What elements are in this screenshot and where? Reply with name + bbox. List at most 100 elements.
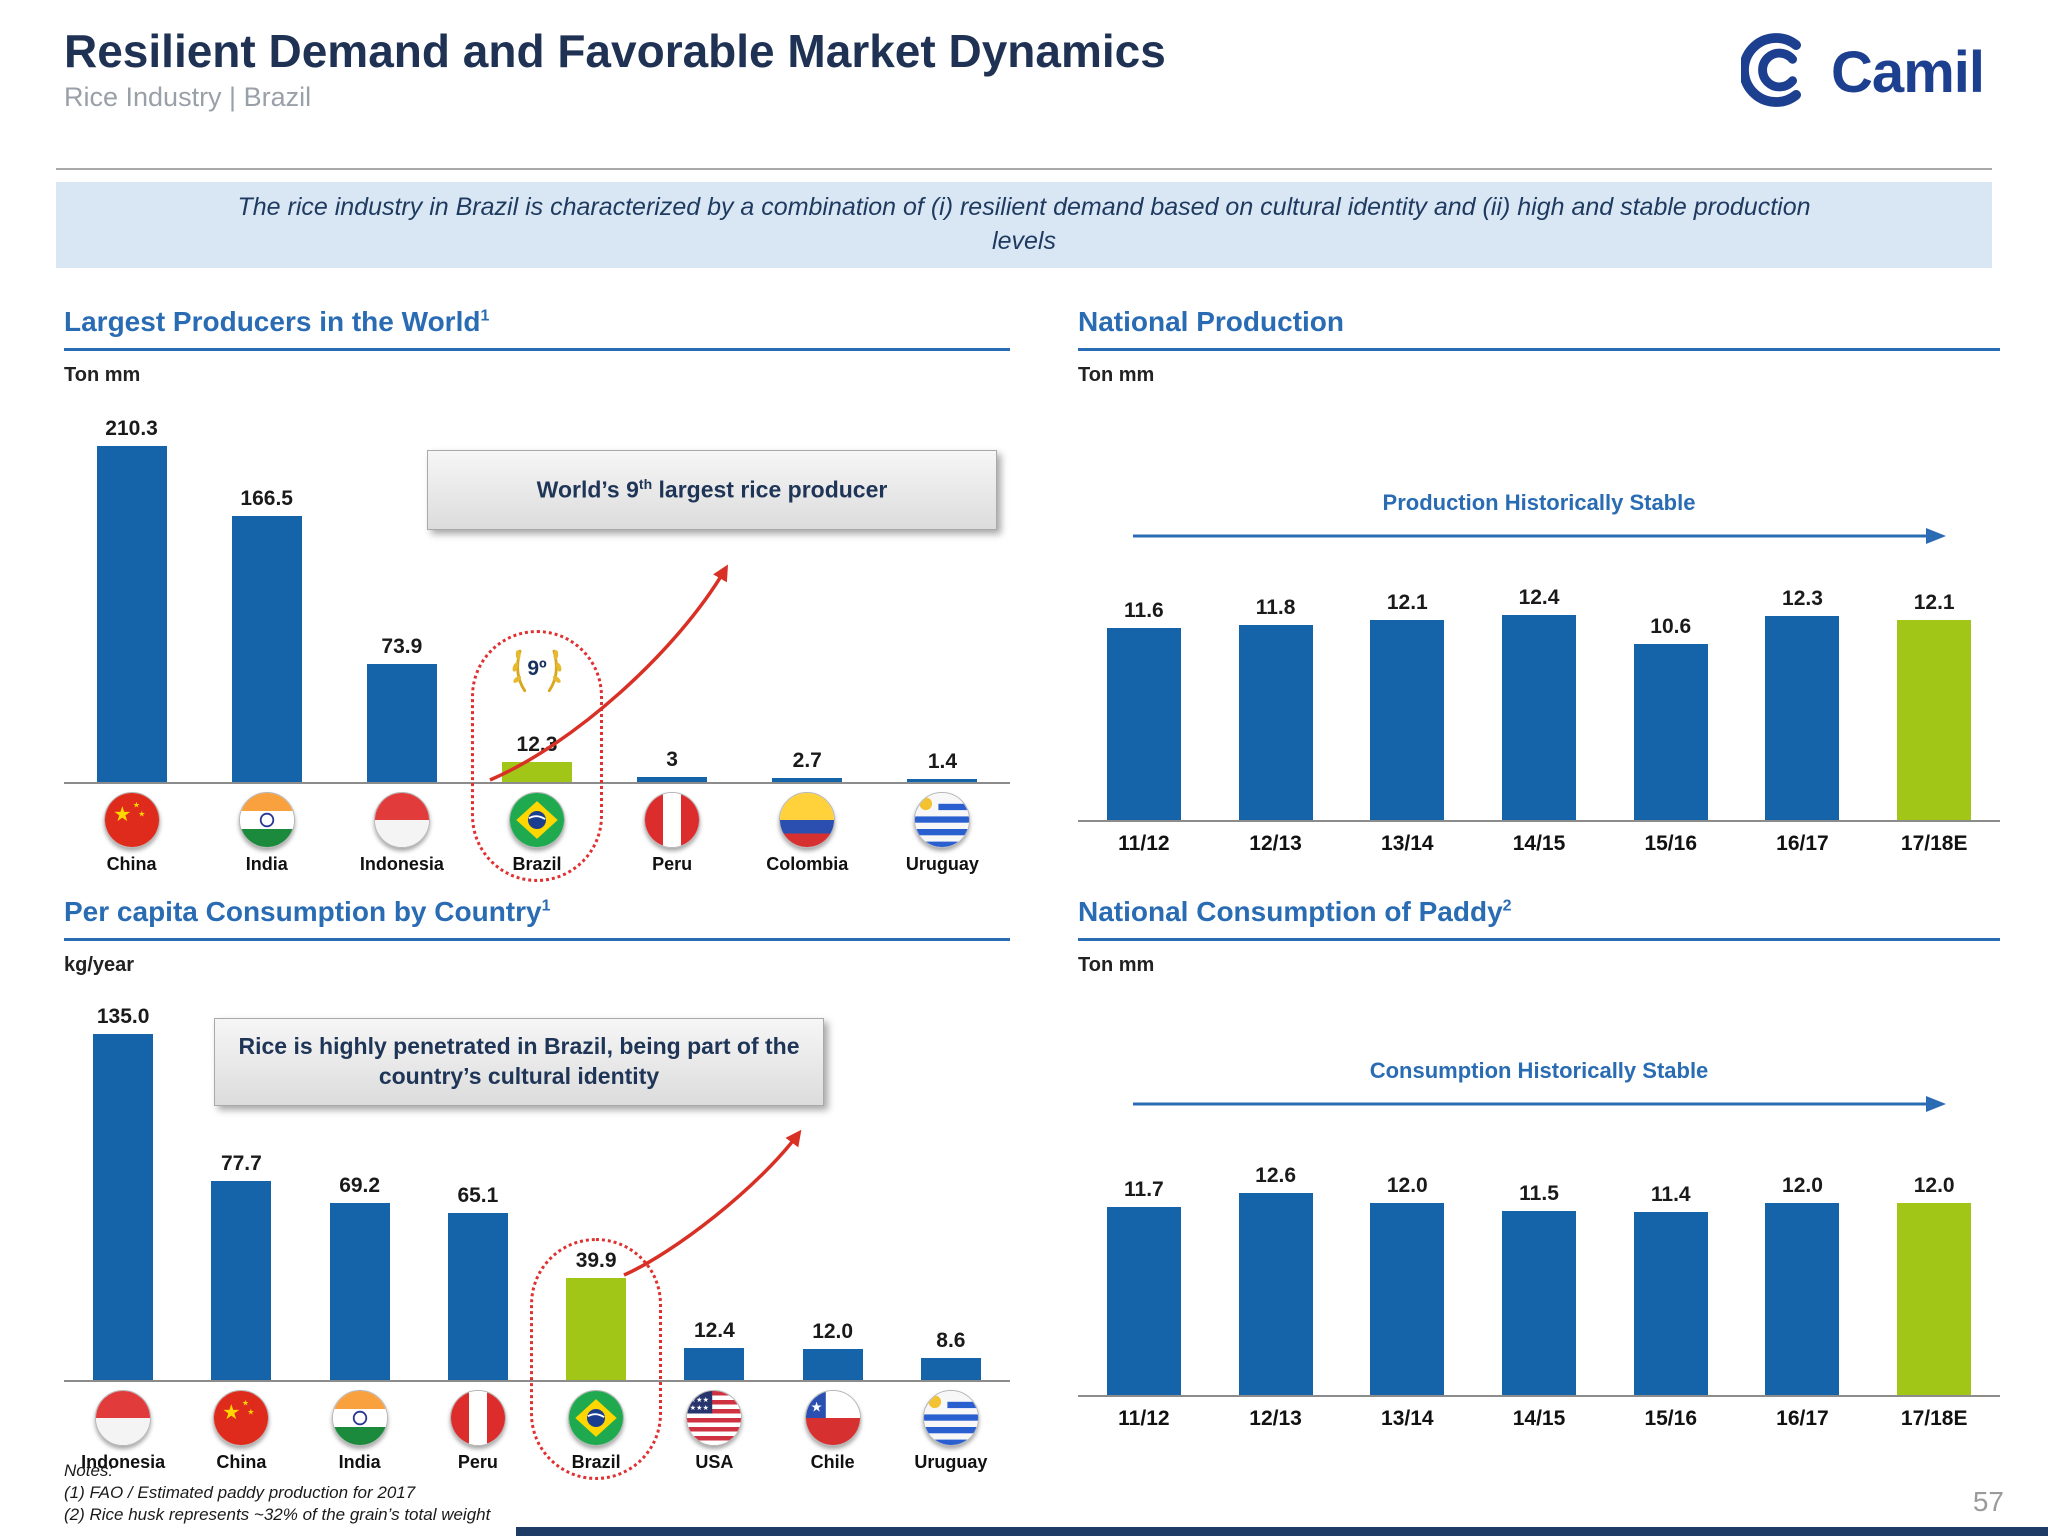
section-heading-paddy-consumption: National Consumption of Paddy2 <box>1078 896 2000 941</box>
bar-value-label: 12.0 <box>1782 1174 1823 1197</box>
section-heading-largest-producers: Largest Producers in the World1 <box>64 306 1010 351</box>
category-label: China <box>216 1452 267 1472</box>
category-label: India <box>245 854 288 874</box>
callout-text: Rice is highly penetrated in Brazil, bei… <box>238 1033 800 1089</box>
bar-16-17: 12.0 <box>1737 1174 1869 1395</box>
bar-rect-11-12 <box>1106 628 1181 820</box>
bar-value-label: 11.5 <box>1519 1182 1559 1205</box>
annotation-arrow-icon <box>623 1129 802 1277</box>
category-16-17: 16/17 <box>1737 822 1869 856</box>
category-indonesia: Indonesia <box>334 784 469 875</box>
bar-rect-peru <box>447 1213 508 1380</box>
bar-value-label: 10.6 <box>1650 615 1692 638</box>
bar-17-18e: 12.0 <box>1868 1174 2000 1395</box>
bars-area: 210.3 166.5 73.9 12.3 3 2.7 1.4 <box>64 392 1010 782</box>
bar-value-label: 166.5 <box>240 487 293 510</box>
bar-15-16: 11.4 <box>1605 1183 1737 1395</box>
bar-value-label: 8.6 <box>936 1329 966 1352</box>
laurel-wreath-icon: 9º <box>504 636 570 702</box>
bar-rect-15-16 <box>1633 1212 1708 1395</box>
heading-footnote-ref: 2 <box>1502 897 1512 915</box>
panel-per-capita-consumption: Per capita Consumption by Country1 kg/ye… <box>64 890 1010 1480</box>
bar-value-label: 3 <box>666 748 678 771</box>
bar-value-label: 69.2 <box>339 1174 381 1197</box>
category-indonesia: Indonesia <box>64 1382 182 1473</box>
category-label: USA <box>695 1452 734 1472</box>
category-india: India <box>199 784 334 875</box>
category-axis: 11/12 12/13 13/14 14/15 15/16 16/17 17/18E <box>1078 1397 2000 1431</box>
ninth-place-badge: 9º <box>527 657 547 680</box>
bar-value-label: 2.7 <box>792 749 822 772</box>
x-axis-line <box>1078 1395 2000 1397</box>
axis-unit-label: Ton mm <box>1078 364 1155 386</box>
flag-uruguay-icon <box>922 1390 979 1446</box>
bar-usa: 12.4 <box>655 1319 773 1380</box>
category-axis: 11/12 12/13 13/14 14/15 15/16 16/17 17/18E <box>1078 822 2000 856</box>
category-12-13: 12/13 <box>1210 822 1342 856</box>
bar-colombia: 2.7 <box>740 749 875 782</box>
category-label: 17/18E <box>1900 1407 1968 1430</box>
bar-rect-13-14 <box>1370 1203 1445 1395</box>
section-heading-national-production: National Production <box>1078 306 2000 351</box>
bar-12-13: 11.8 <box>1210 596 1342 820</box>
bar-value-label: 11.6 <box>1124 599 1164 622</box>
footnote-2: (2) Rice husk represents ~32% of the gra… <box>64 1505 491 1525</box>
bar-14-15: 11.5 <box>1473 1182 1605 1395</box>
annotation-arrow-icon <box>489 564 729 782</box>
category-label: Colombia <box>766 854 849 874</box>
flag-usa-icon: ★★★ ★★★ <box>686 1390 743 1446</box>
key-message-text: The rice industry in Brazil is character… <box>237 193 1811 255</box>
bar-rect-china <box>96 446 167 782</box>
bar-rect-16-17 <box>1765 616 1840 820</box>
bar-rect-indonesia <box>366 664 437 782</box>
category-label: 16/17 <box>1776 1407 1829 1430</box>
svg-text:★: ★ <box>248 1407 255 1416</box>
svg-text:★: ★ <box>242 1398 249 1407</box>
bar-value-label: 12.3 <box>1782 587 1823 610</box>
bar-rect-12-13 <box>1238 1193 1313 1395</box>
category-label: 14/15 <box>1512 1407 1566 1430</box>
category-label: Indonesia <box>81 1452 166 1472</box>
bar-rect-china <box>211 1181 272 1380</box>
flag-india-icon <box>331 1390 388 1446</box>
category-peru: Peru <box>605 784 740 875</box>
bar-value-label: 12.0 <box>1386 1174 1428 1197</box>
category-label: 13/14 <box>1381 832 1434 855</box>
bar-rect-14-15 <box>1502 1211 1577 1395</box>
bar-rect-india <box>329 1203 390 1380</box>
panel-national-production: National Production Ton mm Production Hi… <box>1078 300 2000 890</box>
svg-text:★★★: ★★★ <box>690 1395 709 1404</box>
category-label: 15/16 <box>1644 1407 1698 1430</box>
category-label: Peru <box>457 1452 498 1472</box>
bar-13-14: 12.0 <box>1341 1174 1473 1395</box>
category-14-15: 14/15 <box>1473 1397 1605 1431</box>
brazil-highlight-outline <box>471 630 603 882</box>
footnote-1: (1) FAO / Estimated paddy production for… <box>64 1483 416 1503</box>
svg-text:★: ★ <box>138 809 145 818</box>
heading-footnote-ref: 1 <box>541 897 551 915</box>
category-peru: Peru <box>419 1382 537 1473</box>
bar-value-label: 1.4 <box>927 750 958 773</box>
category-13-14: 13/14 <box>1341 822 1473 856</box>
bar-value-label: 210.3 <box>105 417 158 440</box>
trend-label-consumption: Consumption Historically Stable <box>1369 1058 1709 1083</box>
category-label: Peru <box>652 854 693 874</box>
category-11-12: 11/12 <box>1078 1397 1210 1431</box>
bar-16-17: 12.3 <box>1737 587 1869 820</box>
category-16-17: 16/17 <box>1737 1397 1869 1431</box>
flag-indonesia-icon <box>373 792 430 848</box>
category-label: 15/16 <box>1644 832 1698 855</box>
heading-text: National Production <box>1078 306 1344 337</box>
heading-text: Per capita Consumption by Country <box>64 896 542 927</box>
bar-value-label: 12.0 <box>812 1320 854 1343</box>
svg-text:★: ★ <box>222 1401 241 1424</box>
bar-13-14: 12.1 <box>1341 591 1473 820</box>
bar-rect-14-15 <box>1502 615 1577 820</box>
category-label: 11/12 <box>1118 832 1170 855</box>
flag-indonesia-icon <box>95 1390 152 1446</box>
flag-chile-icon: ★ <box>804 1390 861 1446</box>
axis-unit-label: Ton mm <box>1078 954 1155 976</box>
chart-paddy-consumption: 11.7 12.6 12.0 11.5 11.4 12.0 12.0 11/12 12/13 1… <box>1078 1145 2000 1431</box>
category-usa: ★★★ ★★★ USA <box>655 1382 773 1473</box>
logo-wordmark: Camil <box>1831 40 1985 105</box>
